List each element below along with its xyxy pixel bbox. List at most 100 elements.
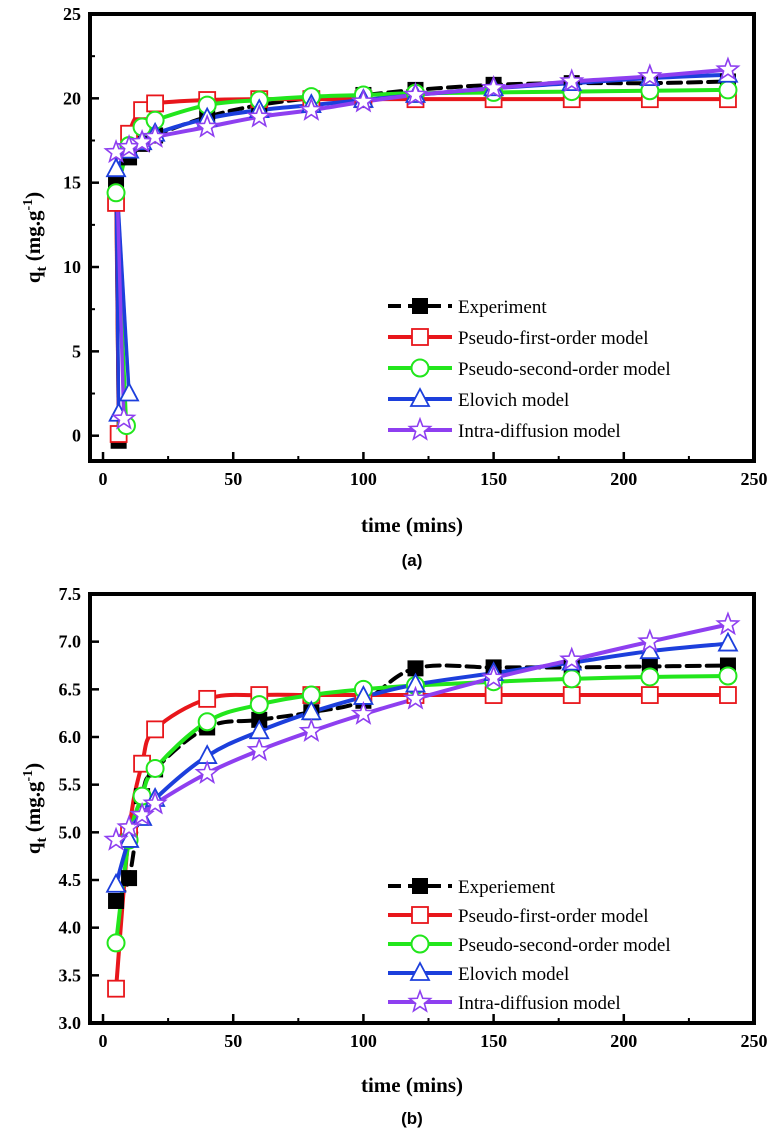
- legend-marker: [410, 934, 430, 954]
- legend-item-5: Intra-diffusion model: [388, 988, 621, 1014]
- data-point: [717, 631, 739, 652]
- legend-label: Elovich model: [458, 964, 569, 985]
- panel-label: (a): [402, 551, 423, 570]
- data-point: [108, 892, 125, 909]
- y-tick-label: 5.5: [59, 775, 82, 795]
- data-point: [640, 686, 659, 704]
- y-tick-label: 5: [72, 341, 81, 361]
- legend-marker: [409, 961, 431, 981]
- data-point: [402, 685, 429, 710]
- data-point: [718, 666, 738, 686]
- legend-label: Pseudo-first-order model: [458, 328, 648, 349]
- data-point: [350, 700, 377, 725]
- y-tick-label: 7.5: [59, 584, 82, 604]
- data-point: [246, 103, 272, 128]
- data-point: [118, 381, 140, 402]
- data-point: [715, 611, 741, 636]
- legend-marker: [407, 988, 433, 1013]
- plot-frame: [88, 12, 756, 463]
- data-point: [105, 157, 127, 178]
- y-tick-label: 3.5: [59, 965, 82, 985]
- legend-marker: [409, 387, 431, 407]
- x-tick-label: 200: [610, 1031, 637, 1051]
- legend-marker: [412, 878, 428, 894]
- data-point: [121, 870, 138, 887]
- legend-item-2: Pseudo-first-order model: [388, 906, 648, 927]
- data-point: [562, 686, 581, 704]
- legend-marker: [410, 358, 430, 378]
- legend-marker: [411, 328, 429, 346]
- data-point: [246, 737, 272, 762]
- legend-item-3: Pseudo-second-order model: [388, 358, 671, 380]
- data-point: [106, 933, 126, 953]
- y-axis: 0 5 10 15 20 25: [63, 4, 99, 446]
- legend-label: Intra-diffusion model: [458, 993, 621, 1014]
- data-point: [298, 96, 324, 121]
- y-tick-label: 7.0: [59, 632, 82, 652]
- legend-label: Elovich model: [458, 390, 569, 411]
- legend: Experiment Pseudo-first-order model Pseudo…: [388, 297, 671, 442]
- data-point: [142, 790, 168, 815]
- data-point: [249, 695, 269, 715]
- data-point: [407, 660, 424, 677]
- data-point: [105, 872, 127, 893]
- data-point: [640, 667, 660, 687]
- data-point: [480, 74, 507, 99]
- x-tick-label: 50: [224, 469, 242, 489]
- data-point: [402, 81, 429, 106]
- y-tick-label: 25: [63, 4, 81, 24]
- legend-label: Pseudo-second-order model: [458, 359, 671, 380]
- x-axis-title: time (mins): [361, 513, 463, 537]
- x-tick-label: 0: [99, 1031, 108, 1051]
- data-point: [480, 664, 507, 689]
- y-axis-title: qt (mg.g-1): [21, 192, 50, 283]
- chart-panel-2: 0 50 100 150 200 250 3.0 3.5 4.0 4.5 5.0 5.5 6.0 6.5 7…: [21, 584, 768, 1128]
- legend-marker: [411, 906, 429, 924]
- x-tick-label: 200: [610, 469, 637, 489]
- x-axis-title: time (mins): [361, 1073, 463, 1097]
- y-tick-label: 6.0: [59, 727, 82, 747]
- x-tick-label: 100: [350, 469, 377, 489]
- data-point: [145, 758, 165, 778]
- data-point: [715, 56, 741, 81]
- legend-marker: [407, 416, 433, 441]
- data-point: [106, 183, 126, 203]
- data-point: [559, 68, 585, 93]
- data-point: [142, 123, 168, 148]
- data-point: [637, 628, 663, 653]
- legend-item-2: Pseudo-first-order model: [388, 328, 648, 349]
- y-tick-label: 5.0: [59, 822, 82, 842]
- legend-item-3: Pseudo-second-order model: [388, 934, 671, 956]
- x-tick-label: 150: [480, 1031, 507, 1051]
- data-point: [111, 405, 137, 430]
- legend: Experiement Pseudo-first-order model Pseud…: [388, 877, 671, 1014]
- data-point: [298, 717, 324, 743]
- legend-label: Intra-diffusion model: [458, 421, 621, 442]
- data-point: [718, 80, 738, 100]
- y-axis: 3.0 3.5 4.0 4.5 5.0 5.5 6.0 6.5 7.0 7.5: [59, 584, 99, 1033]
- y-tick-label: 0: [72, 426, 81, 446]
- x-tick-label: 100: [350, 1031, 377, 1051]
- x-axis: 0 50 100 150 200 250: [99, 1014, 768, 1051]
- x-tick-label: 250: [741, 469, 768, 489]
- y-axis-title: qt (mg.g-1): [21, 763, 50, 854]
- x-tick-label: 50: [224, 1031, 242, 1051]
- legend-label: Pseudo-second-order model: [458, 935, 671, 956]
- data-point: [146, 94, 164, 113]
- y-tick-label: 3.0: [59, 1013, 82, 1033]
- data-point: [194, 113, 220, 138]
- y-tick-label: 4.0: [59, 918, 82, 938]
- legend-label: Experiment: [458, 297, 547, 318]
- legend-item-4: Elovich model: [388, 387, 569, 411]
- series-markers-5: [103, 56, 741, 430]
- x-axis: 0 50 100 150 200 250: [99, 452, 768, 489]
- y-tick-label: 15: [63, 173, 81, 193]
- panel-label: (b): [401, 1109, 423, 1128]
- series-markers-2: [107, 90, 737, 443]
- data-point: [559, 646, 585, 671]
- data-point: [719, 686, 737, 704]
- data-point: [637, 63, 663, 88]
- data-point: [146, 720, 164, 739]
- x-tick-label: 0: [99, 469, 108, 489]
